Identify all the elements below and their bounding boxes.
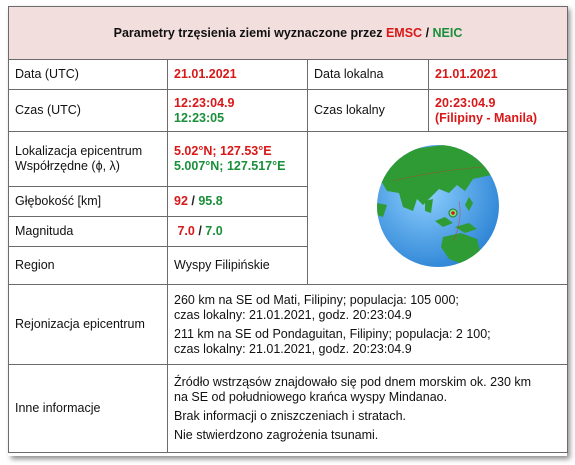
value-data-lokalna: 21.01.2021 — [427, 59, 569, 90]
label-magnituda: Magnituda — [8, 216, 168, 247]
title-emsc: EMSC — [385, 25, 423, 40]
magnituda-neic: 7.0 — [205, 224, 223, 238]
label-data-utc: Data (UTC) — [8, 59, 168, 90]
label-lokalizacja-2: Współrzędne (ϕ, λ) — [15, 159, 120, 173]
value-region: Wyspy Filipińskie — [167, 246, 308, 285]
rejonizacja-p2-line2: czas lokalny: 21.01.2021, godz. 20:23:04… — [174, 341, 412, 356]
rejonizacja-p1-line2: czas lokalny: 21.01.2021, godz. 20:23:04… — [174, 307, 412, 322]
glebokosc-emsc: 92 — [174, 194, 188, 208]
label-lokalizacja: Lokalizacja epicentrum Współrzędne (ϕ, λ… — [8, 131, 168, 187]
value-data-utc: 21.01.2021 — [167, 59, 308, 90]
globe-cell — [306, 131, 569, 285]
row-magnitude: Magnituda 7.0 / 7.0 — [8, 216, 568, 247]
rejonizacja-paragraph-1: 260 km na SE od Mati, Filipiny; populacj… — [174, 293, 561, 323]
value-rejonizacja: 260 km na SE od Mati, Filipiny; populacj… — [166, 284, 569, 365]
table-title: Parametry trzęsienia ziemi wyznaczone pr… — [7, 6, 569, 60]
label-data-lokalna: Data lokalna — [307, 59, 429, 90]
value-magnituda: 7.0 / 7.0 — [167, 216, 308, 247]
title-prefix: Parametry trzęsienia ziemi wyznaczone pr… — [113, 25, 386, 40]
magnituda-emsc: 7.0 — [177, 224, 195, 238]
row-time: Czas (UTC) 12:23:04.9 12:23:05 Czas loka… — [8, 89, 569, 132]
glebokosc-neic: 95.8 — [198, 194, 223, 208]
label-inne: Inne informacje — [8, 364, 168, 453]
epicenter-dot-icon — [450, 211, 455, 215]
value-inne: Źródło wstrząsów znajdowało się pod dnem… — [166, 364, 569, 453]
globe-land — [376, 145, 498, 265]
lokalizacja-emsc: 5.02°N; 127.53°E — [174, 144, 272, 158]
inne-p1-line1: Źródło wstrząsów znajdowało się pod dnem… — [174, 374, 532, 389]
inne-paragraph-3: Nie stwierdzono zagrożenia tsunami. — [174, 427, 379, 442]
value-lokalizacja: 5.02°N; 127.53°E 5.007°N; 127.517°E — [167, 131, 308, 187]
earthquake-info-card: Parametry trzęsienia ziemi wyznaczone pr… — [7, 6, 569, 456]
title-sep: / — [422, 25, 433, 40]
globe-map-icon — [376, 145, 499, 267]
globe-plate-lines — [392, 166, 483, 242]
earthquake-table: Parametry trzęsienia ziemi wyznaczone pr… — [7, 6, 569, 453]
label-czas-lokalny: Czas lokalny — [307, 89, 429, 132]
magnituda-sep: / — [194, 224, 206, 238]
label-lokalizacja-1: Lokalizacja epicentrum — [15, 144, 143, 158]
label-region: Region — [8, 246, 168, 285]
label-glebokosc: Głębokość [km] — [8, 186, 168, 217]
value-glebokosc: 92 / 95.8 — [167, 186, 308, 217]
value-czas-utc: 12:23:04.9 12:23:05 — [167, 89, 308, 132]
czas-utc-neic: 12:23:05 — [174, 110, 225, 125]
row-date: Data (UTC) 21.01.2021 Data lokalna 21.01… — [8, 59, 569, 90]
header-row: Parametry trzęsienia ziemi wyznaczone pr… — [7, 6, 569, 60]
inne-paragraph-2: Brak informacji o zniszczeniach i strata… — [174, 408, 407, 423]
inne-paragraph-1: Źródło wstrząsów znajdowało się pod dnem… — [174, 375, 561, 405]
value-czas-lokalny: 20:23:04.9 (Filipiny - Manila) — [427, 89, 569, 132]
inne-p1-line2: na SE od południowego krańca wyspy Minda… — [174, 389, 448, 404]
label-rejonizacja: Rejonizacja epicentrum — [8, 284, 168, 365]
row-rejonizacja: Rejonizacja epicentrum 260 km na SE od M… — [8, 284, 569, 365]
row-inne: Inne informacje Źródło wstrząsów znajdow… — [8, 364, 569, 453]
label-czas-utc: Czas (UTC) — [8, 89, 168, 132]
row-location: Lokalizacja epicentrum Współrzędne (ϕ, λ… — [8, 131, 569, 285]
title-neic: NEIC — [432, 25, 463, 40]
czas-lokalny-place: (Filipiny - Manila) — [435, 110, 538, 125]
czas-lokalny-time: 20:23:04.9 — [435, 95, 496, 110]
glebokosc-sep: / — [187, 194, 199, 208]
rejonizacja-p1-line1: 260 km na SE od Mati, Filipiny; populacj… — [174, 292, 459, 307]
lokalizacja-neic: 5.007°N; 127.517°E — [174, 159, 286, 173]
czas-utc-emsc: 12:23:04.9 — [174, 95, 235, 110]
rejonizacja-paragraph-2: 211 km na SE od Pondaguitan, Filipiny; p… — [174, 327, 561, 357]
rejonizacja-p2-line1: 211 km na SE od Pondaguitan, Filipiny; p… — [174, 326, 491, 341]
